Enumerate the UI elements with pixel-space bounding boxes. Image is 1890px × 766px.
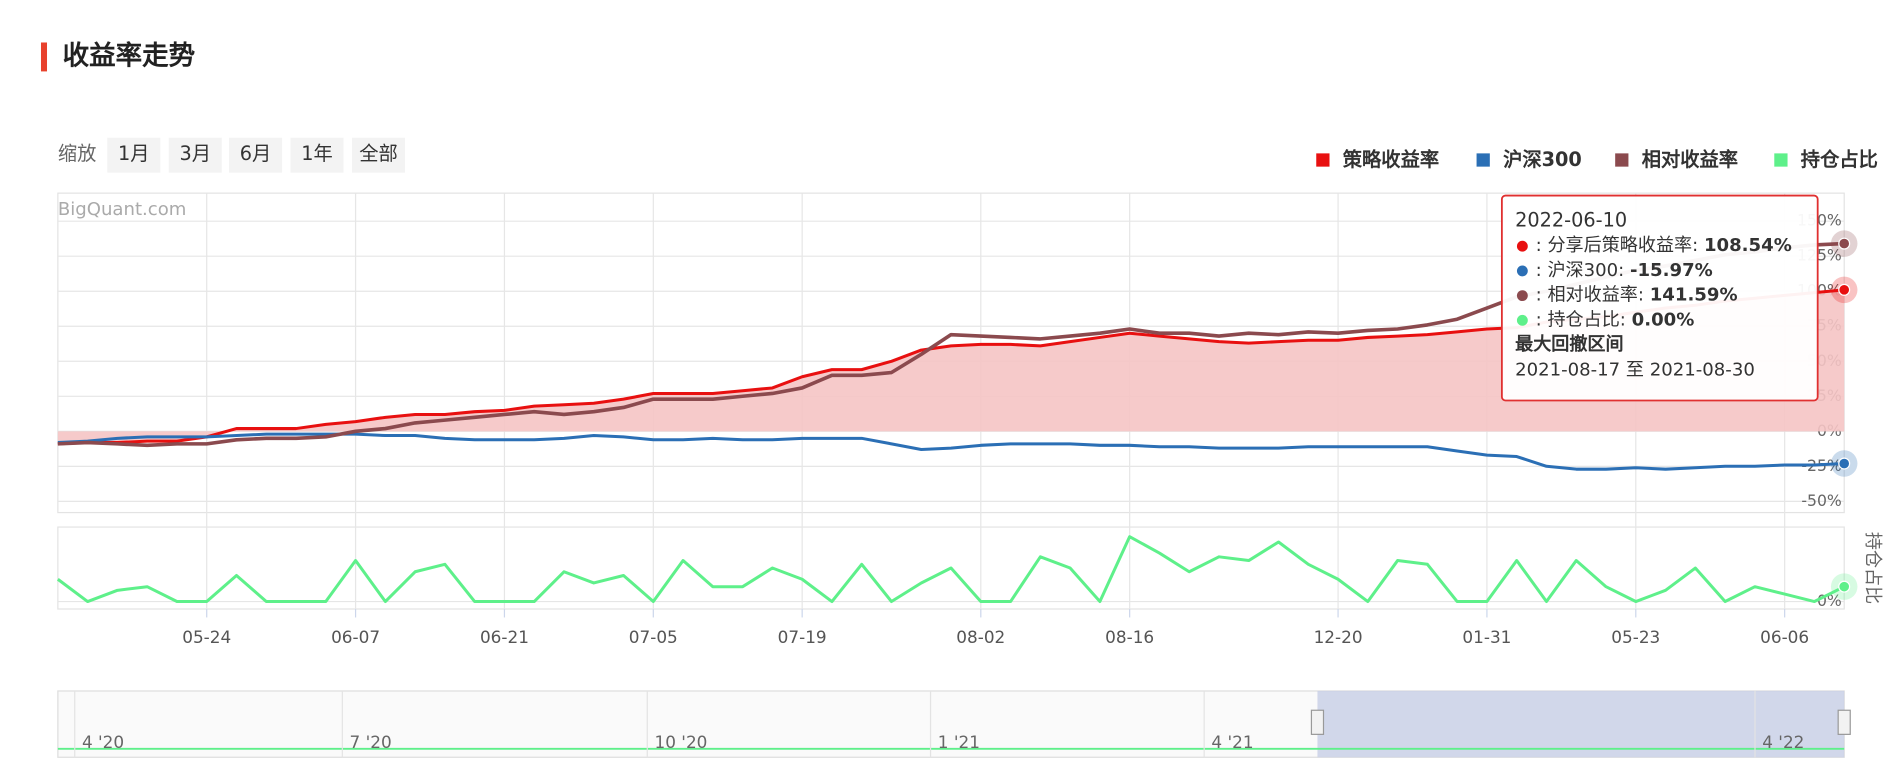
zoom-label: 缩放 xyxy=(58,142,97,165)
x-tick-label: 07-19 xyxy=(778,627,827,647)
tooltip-item-label: : 沪深300: xyxy=(1536,260,1630,281)
zoom-button-bg[interactable] xyxy=(351,137,405,173)
end-marker xyxy=(1838,283,1851,296)
zoom-button[interactable]: 6月 xyxy=(229,137,283,173)
x-tick-label: 06-07 xyxy=(331,627,380,647)
legend-label[interactable]: 相对收益率 xyxy=(1642,148,1738,171)
end-marker xyxy=(1838,580,1851,593)
legend-item[interactable]: 相对收益率 xyxy=(1615,148,1738,171)
zoom-button[interactable]: 3月 xyxy=(168,137,222,173)
zoom-button-bg[interactable] xyxy=(290,137,344,173)
tooltip-box xyxy=(1500,194,1819,402)
legend-item[interactable]: 策略收益率 xyxy=(1316,148,1439,171)
legend-swatch[interactable] xyxy=(1774,153,1788,167)
zoom-button-label[interactable]: 1月 xyxy=(118,142,150,165)
zoom-button-bg[interactable] xyxy=(168,137,222,173)
zoom-button[interactable]: 1年 xyxy=(290,137,344,173)
tooltip-drawdown: 2021-08-17 至 2021-08-30 xyxy=(1515,359,1755,380)
x-tick-label: 12-20 xyxy=(1314,627,1363,647)
zoom-button-label[interactable]: 3月 xyxy=(180,142,212,165)
tooltip-item-value: -15.97% xyxy=(1630,260,1713,281)
tooltip-item: : 分享后策略收益率: 108.54% xyxy=(1536,235,1792,256)
tooltip-item-value: 141.59% xyxy=(1650,285,1738,306)
tooltip-item-label: : 相对收益率: xyxy=(1536,285,1650,306)
navigator-label: 1 '21 xyxy=(938,732,980,752)
navigator-handle[interactable] xyxy=(1310,709,1325,735)
panel-title: 收益率走势 xyxy=(63,40,195,71)
tooltip-item: : 沪深300: -15.97% xyxy=(1536,260,1713,281)
navigator-handle[interactable] xyxy=(1837,709,1851,735)
end-marker xyxy=(1838,457,1851,470)
legend-item[interactable]: 持仓占比 xyxy=(1774,148,1878,171)
tooltip-bullet xyxy=(1516,290,1528,302)
tooltip-bullet xyxy=(1516,265,1528,277)
series-line xyxy=(56,535,1845,604)
end-marker xyxy=(1838,237,1851,250)
tooltip-item-label: : 持仓占比: xyxy=(1536,309,1632,330)
x-tick-label: 08-16 xyxy=(1105,627,1154,647)
tooltip-bullet xyxy=(1516,314,1528,326)
legend-swatch[interactable] xyxy=(1316,153,1330,167)
series-line xyxy=(57,432,1845,471)
x-tick-label: 06-21 xyxy=(480,627,529,647)
y-tick-label: -50% xyxy=(1801,491,1842,510)
tooltip-bullet xyxy=(1516,240,1528,252)
tooltip-item-value: 0.00% xyxy=(1632,309,1695,330)
navigator-selection xyxy=(1317,690,1845,758)
zoom-button-label[interactable]: 1年 xyxy=(301,142,333,165)
zoom-button[interactable]: 全部 xyxy=(351,137,405,173)
tooltip-item-label: : 分享后策略收益率: xyxy=(1536,235,1704,256)
series-area xyxy=(57,289,1845,444)
sub-axis-title: 持仓占比 xyxy=(1862,532,1883,604)
plot-frame xyxy=(57,526,1845,610)
tooltip-item-value: 108.54% xyxy=(1704,235,1792,256)
x-tick-label: 05-24 xyxy=(182,627,231,647)
navigator-label: 10 '20 xyxy=(655,732,708,752)
tooltip-item: : 持仓占比: 0.00% xyxy=(1536,309,1695,330)
x-tick-label: 07-05 xyxy=(629,627,678,647)
x-tick-label: 08-02 xyxy=(956,627,1005,647)
zoom-button-bg[interactable] xyxy=(229,137,283,173)
zoom-button-label[interactable]: 6月 xyxy=(240,142,272,165)
legend-swatch[interactable] xyxy=(1476,153,1490,167)
zoom-button-bg[interactable] xyxy=(107,137,161,173)
navigator-label: 4 '21 xyxy=(1211,732,1253,752)
navigator-label: 7 '20 xyxy=(350,732,392,752)
tooltip-drawdown-title: 最大回撤区间 xyxy=(1515,333,1623,355)
zoom-button[interactable]: 1月 xyxy=(107,137,161,173)
x-tick-label: 05-23 xyxy=(1611,627,1660,647)
tooltip: 2022-06-10 : 分享后策略收益率: 108.54% : 沪深300: -1… xyxy=(1500,194,1819,402)
title-marker xyxy=(40,42,48,72)
legend-swatch[interactable] xyxy=(1615,153,1629,167)
legend-label[interactable]: 策略收益率 xyxy=(1343,148,1439,171)
x-tick-label: 01-31 xyxy=(1462,627,1511,647)
navigator-label: 4 '20 xyxy=(82,732,124,752)
tooltip-date: 2022-06-10 xyxy=(1515,208,1627,231)
tooltip-item: : 相对收益率: 141.59% xyxy=(1536,285,1738,306)
legend-item[interactable]: 沪深300 xyxy=(1476,148,1582,171)
legend-label[interactable]: 沪深300 xyxy=(1503,148,1582,171)
zoom-button-label[interactable]: 全部 xyxy=(359,142,398,165)
navigator-label: 4 '22 xyxy=(1762,732,1804,752)
x-tick-label: 06-06 xyxy=(1760,627,1809,647)
watermark: BigQuant.com xyxy=(58,199,187,220)
legend-label[interactable]: 持仓占比 xyxy=(1801,148,1878,171)
